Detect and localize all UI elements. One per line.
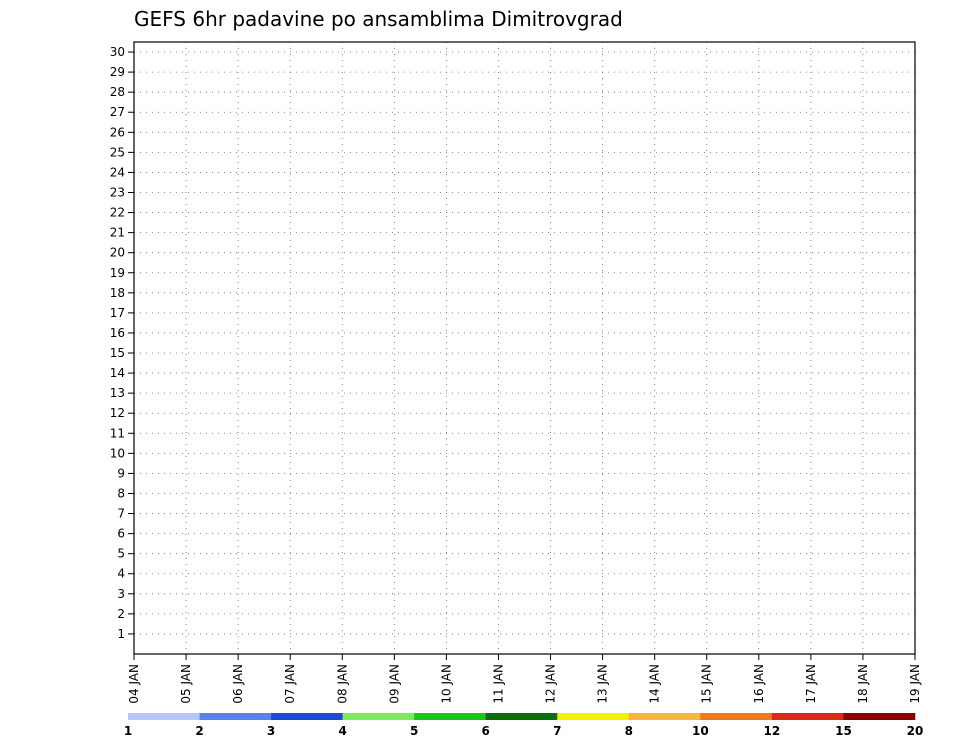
plot-frame [133, 41, 916, 655]
y-tick-label-16: 16 [110, 326, 125, 340]
y-tick-label-20: 20 [110, 246, 125, 260]
legend-swatch-0 [128, 713, 200, 720]
x-tick-label-1: 05 JAN [179, 664, 193, 704]
legend-swatch-3 [342, 713, 415, 720]
legend-label-8: 8 [625, 724, 633, 738]
x-tick-label-12: 16 JAN [752, 664, 766, 704]
legend-label-15: 15 [835, 724, 852, 738]
x-tick-label-2: 06 JAN [231, 664, 245, 704]
x-tick-label-6: 10 JAN [439, 664, 453, 704]
x-tick-label-9: 13 JAN [596, 664, 610, 704]
y-tick-label-24: 24 [110, 165, 125, 179]
legend-swatch-5 [485, 713, 558, 720]
legend-swatch-4 [414, 713, 487, 720]
y-tick-label-13: 13 [110, 386, 125, 400]
x-tick-label-7: 11 JAN [491, 664, 505, 704]
legend-label-1: 1 [124, 724, 132, 738]
y-tick-label-2: 2 [117, 607, 125, 621]
y-tick-label-8: 8 [117, 486, 125, 500]
y-tick-label-27: 27 [110, 105, 125, 119]
y-tick-label-15: 15 [110, 346, 125, 360]
x-tick-label-11: 15 JAN [700, 664, 714, 704]
y-tick-label-6: 6 [117, 527, 125, 541]
legend-swatch-6 [557, 713, 630, 720]
y-tick-label-1: 1 [117, 627, 125, 641]
x-tick-label-4: 08 JAN [335, 664, 349, 704]
legend-swatch-8 [700, 713, 773, 720]
y-tick-label-19: 19 [110, 266, 125, 280]
y-tick-label-14: 14 [110, 366, 125, 380]
legend-label-3: 3 [267, 724, 275, 738]
grid-lines [134, 42, 915, 654]
y-tick-label-5: 5 [117, 547, 125, 561]
x-tick-label-5: 09 JAN [387, 664, 401, 704]
chart-title: GEFS 6hr padavine po ansamblima Dimitrov… [134, 7, 623, 31]
y-tick-label-28: 28 [110, 85, 125, 99]
y-tick-label-25: 25 [110, 145, 125, 159]
y-tick-label-17: 17 [110, 306, 125, 320]
y-tick-label-3: 3 [117, 587, 125, 601]
legend-label-5: 5 [410, 724, 418, 738]
y-tick-label-23: 23 [110, 185, 125, 199]
legend-label-12: 12 [764, 724, 781, 738]
legend-swatch-1 [199, 713, 272, 720]
y-tick-label-29: 29 [110, 65, 125, 79]
x-tick-label-10: 14 JAN [648, 664, 662, 704]
legend-swatch-2 [271, 713, 343, 720]
x-tick-label-3: 07 JAN [283, 664, 297, 704]
x-tick-label-0: 04 JAN [127, 664, 141, 704]
legend-label-4: 4 [338, 724, 346, 738]
x-tick-label-8: 12 JAN [544, 664, 558, 704]
x-tick-label-15: 19 JAN [908, 664, 922, 704]
legend-label-10: 10 [692, 724, 709, 738]
legend-swatch-7 [628, 713, 701, 720]
legend-label-6: 6 [482, 724, 490, 738]
y-tick-label-30: 30 [110, 45, 125, 59]
y-tick-label-21: 21 [110, 226, 125, 240]
legend-label-7: 7 [553, 724, 561, 738]
legend-label-20: 20 [907, 724, 924, 738]
legend-swatch-9 [771, 713, 844, 720]
y-tick-label-18: 18 [110, 286, 125, 300]
y-tick-label-7: 7 [117, 507, 125, 521]
y-tick-label-22: 22 [110, 206, 125, 220]
y-tick-label-11: 11 [110, 426, 125, 440]
y-tick-label-12: 12 [110, 406, 125, 420]
x-tick-label-14: 18 JAN [856, 664, 870, 704]
legend-swatch-10 [843, 713, 916, 720]
legend-label-2: 2 [195, 724, 203, 738]
y-tick-label-4: 4 [117, 567, 125, 581]
y-tick-label-26: 26 [110, 125, 125, 139]
y-tick-label-9: 9 [117, 466, 125, 480]
x-axis-ticks: 04 JAN 05 JAN 06 JAN 07 JAN 08 JAN 09 JAN 10 J… [127, 654, 922, 704]
color-legend: 1 2 3 4 5 6 7 8 10 12 15 20 [124, 713, 924, 738]
y-axis-ticks: 1234567891011121314151617181920212223242… [110, 45, 134, 641]
x-tick-label-13: 17 JAN [804, 664, 818, 704]
y-tick-label-10: 10 [110, 446, 125, 460]
